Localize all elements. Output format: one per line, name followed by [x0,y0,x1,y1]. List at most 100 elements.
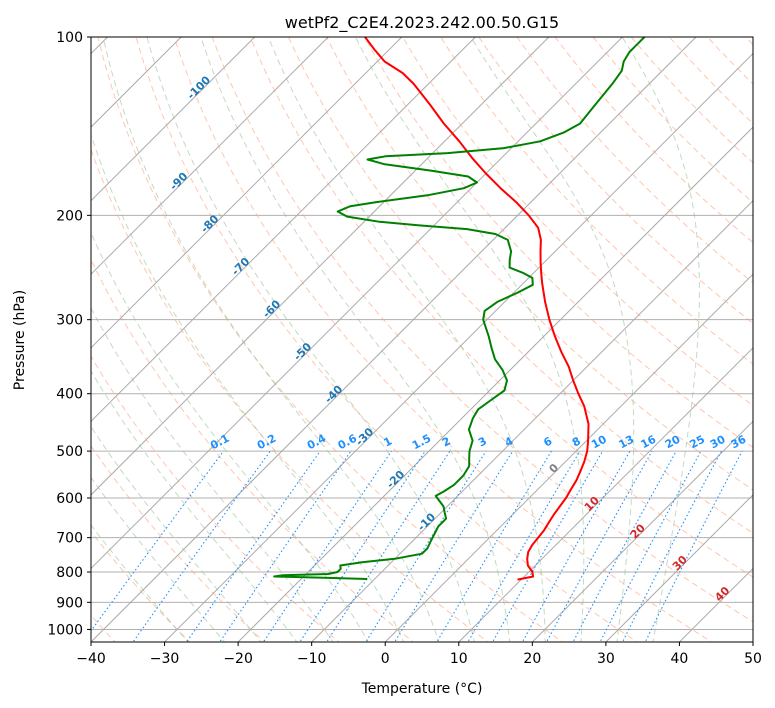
isotherm-line [531,420,753,642]
y-tick-label: 800 [56,565,83,581]
moist-adiabat-line [91,425,262,642]
mixing-ratio-label: 20 [663,432,683,451]
dry-adiabat-line [211,37,753,623]
dry-adiabat-line [668,37,753,125]
chart-title: wetPf2_C2E4.2023.242.00.50.G15 [285,13,559,33]
moist-adiabat-line [267,37,546,642]
dry-adiabat-line [592,37,753,204]
mixing-ratio-line [132,450,271,642]
y-tick-label: 200 [56,208,83,224]
isotherm-line [237,126,753,642]
mixing-ratio-label: 6 [541,434,554,449]
moist-adiabat-line [470,37,635,642]
y-tick-label: 400 [56,387,83,403]
x-tick-label: −40 [76,651,106,667]
dry-adiabat-line [516,37,753,284]
plot-area [91,37,753,642]
y-tick-label: 1000 [47,622,83,638]
dry-adiabat-line [135,37,639,642]
dry-adiabats [91,37,753,642]
mixing-ratio-label: 3 [476,434,489,449]
mixing-ratio-line [365,450,487,642]
isotherm-label: -10 [415,510,438,533]
mixing-ratio-line [185,450,321,642]
sounding-profiles [273,37,646,581]
isotherm-label: 10 [582,494,602,514]
moist-adiabat-line [91,307,334,642]
isotherm-line [384,273,753,642]
dry-adiabat-line [287,37,753,534]
x-tick-label: −30 [150,651,180,667]
dry-adiabat-line [744,37,753,46]
isotherm-label: -20 [384,468,407,491]
isotherm-label: 40 [712,584,732,604]
x-tick-label: 10 [450,651,468,667]
isotherm-line [91,37,329,275]
mixing-ratio-line [91,450,224,632]
isotherm-lines [91,37,753,642]
isotherm-label: -70 [229,255,252,278]
isotherm-label: -100 [185,73,214,102]
moist-adiabat-line [621,37,700,642]
dry-adiabat-line [91,148,489,642]
moist-adiabat-line [91,476,226,642]
isotherm-label: 30 [670,553,690,573]
y-axis-ticks: 1000 900 800 700 600 500 400 300 200 100 [47,30,91,638]
mixing-ratio-lines [91,450,743,642]
isotherm-line [679,567,753,642]
dewpoint-profile-line [273,37,646,580]
moist-adiabat-line [91,524,189,642]
moist-adiabat-line [355,37,585,642]
isotherm-label: -60 [260,297,283,320]
isotherm-line [91,37,623,570]
x-axis-label: Temperature (°C) [361,681,483,697]
x-tick-label: 50 [744,651,762,667]
mixing-ratio-label: 16 [639,432,659,451]
x-tick-label: 30 [597,651,615,667]
plot-frame [90,36,754,643]
mixing-ratio-line [299,450,426,642]
isotherm-line [91,37,256,202]
moist-adiabat-line [91,133,405,642]
isotherm-label: -90 [167,170,190,193]
isotherm-label: -50 [291,340,314,363]
y-tick-label: 500 [56,444,83,460]
mixing-ratio-label: 1 [381,434,394,449]
mixing-ratio-label: 1.5 [410,432,433,453]
isotherm-line [91,37,476,423]
mixing-ratio-label: 0.1 [208,432,231,453]
isotherm-line [605,494,753,642]
mixing-ratio-line [262,450,392,642]
isotherm-line [91,37,697,642]
y-tick-label: 100 [56,30,83,46]
temperature-profile-line [364,37,590,581]
moist-adiabat-line [200,37,511,642]
mixing-ratio-line [644,450,743,642]
mixing-ratio-label: 10 [589,433,609,452]
mixing-ratio-label: 25 [687,433,707,452]
mixing-ratio-line [219,450,352,642]
isotherm-label: -40 [322,383,345,406]
dry-adiabat-line [706,37,753,85]
isotherm-line [752,641,753,642]
mixing-ratio-label: 30 [708,433,728,452]
dry-adiabat-line [364,37,753,449]
moist-adiabats [91,37,700,642]
dry-adiabat-line [91,258,415,642]
isotherm-line [91,37,550,496]
mixing-ratio-label: 2 [440,434,453,449]
dry-adiabat-line [249,37,753,578]
mixing-ratio-label: 36 [729,433,749,452]
x-axis-ticks: −40 −30 −20 −10 0 10 20 30 40 50 [76,642,762,667]
mixing-ratio-label: 0.4 [305,432,329,453]
dry-adiabat-line [325,37,753,491]
moist-adiabat-line [91,370,298,642]
y-tick-label: 600 [56,491,83,507]
isotherm-label: 20 [628,521,648,541]
mixing-ratio-line [599,450,702,642]
dry-adiabat-line [91,355,340,642]
moist-adiabat-line [146,37,475,642]
mixing-ratio-line [572,450,677,642]
dry-adiabat-line [91,445,265,642]
